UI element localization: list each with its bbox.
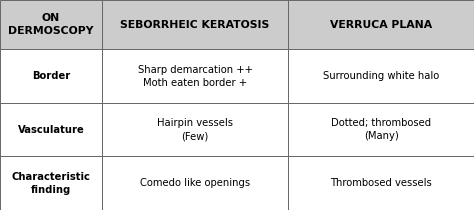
Text: SEBORRHEIC KERATOSIS: SEBORRHEIC KERATOSIS bbox=[120, 20, 270, 30]
Text: Thrombosed vessels: Thrombosed vessels bbox=[330, 178, 432, 188]
Bar bbox=[0, 0, 102, 49]
Text: Vasculature: Vasculature bbox=[18, 125, 84, 135]
Text: ON
DERMOSCOPY: ON DERMOSCOPY bbox=[8, 13, 94, 36]
Text: Border: Border bbox=[32, 71, 70, 81]
Bar bbox=[288, 103, 474, 156]
Bar bbox=[102, 0, 288, 49]
Bar bbox=[288, 0, 474, 49]
Text: Comedo like openings: Comedo like openings bbox=[140, 178, 250, 188]
Text: Hairpin vessels
(Few): Hairpin vessels (Few) bbox=[157, 118, 233, 141]
Bar bbox=[102, 49, 288, 103]
Bar bbox=[102, 103, 288, 156]
Bar bbox=[0, 156, 102, 210]
Bar bbox=[102, 156, 288, 210]
Text: Dotted; thrombosed
(Many): Dotted; thrombosed (Many) bbox=[331, 118, 431, 141]
Bar bbox=[0, 49, 102, 103]
Bar bbox=[0, 103, 102, 156]
Text: Surrounding white halo: Surrounding white halo bbox=[323, 71, 439, 81]
Text: VERRUCA PLANA: VERRUCA PLANA bbox=[330, 20, 432, 30]
Text: Characteristic
finding: Characteristic finding bbox=[11, 172, 91, 195]
Text: Sharp demarcation ++
Moth eaten border +: Sharp demarcation ++ Moth eaten border + bbox=[137, 65, 253, 88]
Bar bbox=[288, 156, 474, 210]
Bar bbox=[288, 49, 474, 103]
